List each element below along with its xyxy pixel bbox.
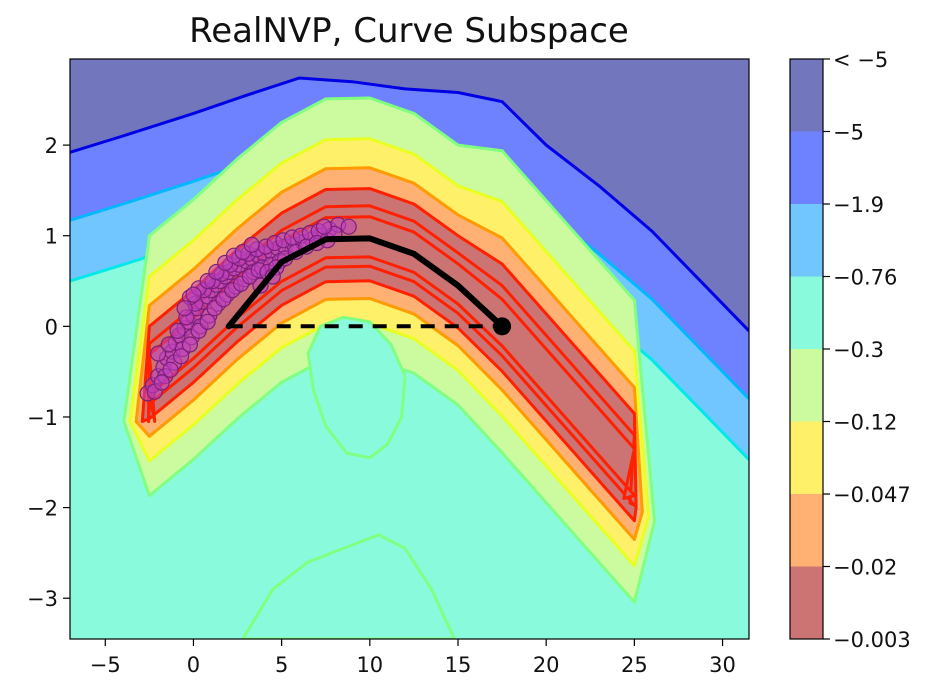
curve-endpoint bbox=[493, 317, 512, 336]
chart-title: RealNVP, Curve Subspace bbox=[189, 11, 629, 51]
y-tick-label-3: 0 bbox=[45, 315, 58, 339]
plot-area bbox=[70, 59, 749, 639]
sample-point-77 bbox=[153, 374, 170, 391]
colorbar-label-4: −0.3 bbox=[833, 338, 884, 362]
sample-point-78 bbox=[162, 361, 179, 378]
x-tick-label-7: 30 bbox=[709, 653, 736, 677]
colorbar-label-1: −5 bbox=[833, 121, 864, 145]
colorbar-label-0: < −5 bbox=[833, 48, 888, 72]
sample-point-82 bbox=[199, 313, 216, 330]
sample-point-34 bbox=[340, 218, 357, 235]
sample-point-79 bbox=[173, 348, 190, 365]
colorbar-label-2: −1.9 bbox=[833, 193, 884, 217]
colorbar-segment-1 bbox=[790, 131, 823, 205]
sample-point-51 bbox=[160, 336, 177, 353]
y-tick-label-4: 1 bbox=[45, 225, 58, 249]
y-tick-label-0: −3 bbox=[27, 587, 58, 611]
colorbar-label-3: −0.76 bbox=[833, 266, 897, 290]
y-tick-label-5: 2 bbox=[45, 134, 58, 158]
sample-point-80 bbox=[181, 336, 198, 353]
colorbar-segment-2 bbox=[790, 204, 823, 277]
colorbar-segment-0 bbox=[790, 59, 823, 132]
x-tick-label-5: 20 bbox=[533, 653, 560, 677]
x-axis: −5 0 5 10 15 20 25 30 bbox=[90, 639, 736, 677]
colorbar-segment-7 bbox=[790, 566, 823, 640]
colorbar-label-7: −0.02 bbox=[833, 556, 897, 580]
sample-point-52 bbox=[169, 322, 186, 339]
x-tick-label-2: 5 bbox=[275, 653, 288, 677]
y-tick-label-1: −2 bbox=[27, 497, 58, 521]
y-axis: −3 −2 −1 0 1 2 bbox=[27, 134, 70, 611]
x-tick-label-1: 0 bbox=[187, 653, 200, 677]
colorbar-segment-4 bbox=[790, 349, 823, 422]
sample-point-50 bbox=[150, 345, 167, 362]
sample-point-76 bbox=[243, 236, 260, 253]
sample-point-99 bbox=[185, 286, 202, 303]
x-tick-label-0: −5 bbox=[90, 653, 121, 677]
colorbar-label-6: −0.047 bbox=[833, 483, 911, 507]
plot-frame bbox=[69, 58, 750, 640]
curve-line bbox=[225, 235, 506, 330]
x-tick-label-6: 25 bbox=[621, 653, 648, 677]
colorbar-label-8: −0.003 bbox=[833, 628, 911, 652]
sample-point-101 bbox=[315, 218, 333, 235]
x-tick-label-4: 15 bbox=[445, 653, 472, 677]
island-center bbox=[306, 315, 407, 460]
contour-line-1 bbox=[70, 76, 749, 332]
island-bottom bbox=[241, 533, 456, 639]
colorbar-segment-5 bbox=[790, 421, 823, 495]
colorbar-segment-3 bbox=[790, 276, 823, 350]
sample-point-98 bbox=[176, 300, 193, 317]
contour-islands bbox=[241, 315, 456, 639]
y-tick-label-2: −1 bbox=[27, 406, 58, 430]
curve-overlay bbox=[225, 235, 512, 336]
colorbar-segment-6 bbox=[790, 494, 823, 567]
x-tick-label-3: 10 bbox=[356, 653, 383, 677]
colorbar-label-5: −0.12 bbox=[833, 411, 897, 435]
colorbar: < −5 −5 −1.9 −0.76 −0.3 −0.12 −0.047 −0.02 −0.00… bbox=[789, 48, 911, 652]
